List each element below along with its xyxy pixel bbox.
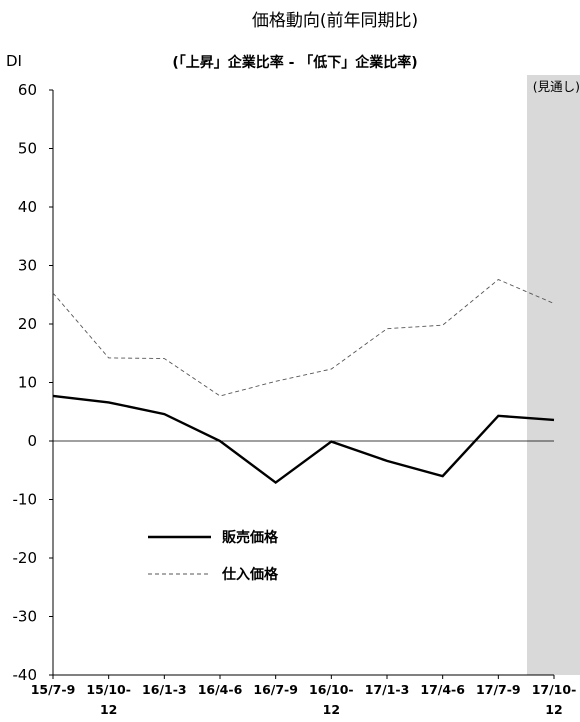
y-tick-label: 20 — [18, 315, 37, 333]
forecast-shade — [527, 75, 580, 675]
x-tick-labels: 15/7-9 15/10- 12 16/1-3 16/4-6 16/7-9 16/10- 12… — [31, 675, 577, 717]
axes — [52, 90, 554, 676]
y-tick-label: 50 — [18, 140, 37, 158]
x-tick-label: 12 — [323, 702, 340, 717]
legend-label: 仕入価格 — [221, 566, 279, 583]
y-tick-label: -40 — [13, 666, 38, 684]
x-tick-label: 16/7-9 — [253, 682, 298, 697]
y-tick-label: 0 — [27, 432, 37, 450]
series-lines — [52, 279, 555, 485]
x-tick-label: 17/10- — [532, 682, 577, 697]
x-tick-label: 15/10- — [86, 682, 131, 697]
y-tick-label: 10 — [18, 374, 37, 392]
y-tick-label: 60 — [18, 81, 37, 99]
chart-title: 価格動向(前年同期比) — [252, 11, 418, 31]
y-tick-labels: 60 50 40 30 20 10 0 -10 -20 -30 -40 — [13, 81, 53, 684]
y-tick-label: 40 — [18, 198, 37, 216]
x-tick-label: 16/1-3 — [142, 682, 187, 697]
x-tick-label: 16/10- — [309, 682, 354, 697]
y-tick-label: 30 — [18, 257, 37, 275]
x-tick-label: 12 — [545, 702, 562, 717]
y-tick-label: -20 — [13, 549, 38, 567]
x-tick-label: 15/7-9 — [31, 682, 76, 697]
y-axis-label: DI — [6, 52, 22, 70]
x-tick-label: 17/1-3 — [365, 682, 410, 697]
y-tick-label: -10 — [13, 491, 38, 509]
x-tick-label: 12 — [100, 702, 117, 717]
y-tick-label: -30 — [13, 608, 38, 626]
series-line-selling-price — [52, 394, 555, 485]
series-line-purchase-price — [52, 279, 555, 397]
forecast-label: (見通し) — [533, 79, 580, 94]
x-tick-label: 17/7-9 — [476, 682, 521, 697]
legend-label: 販売価格 — [222, 529, 279, 546]
chart-subtitle: (「上昇」企業比率 - 「低下」企業比率) — [172, 54, 417, 71]
x-tick-label: 16/4-6 — [198, 682, 243, 697]
x-tick-label: 17/4-6 — [420, 682, 465, 697]
